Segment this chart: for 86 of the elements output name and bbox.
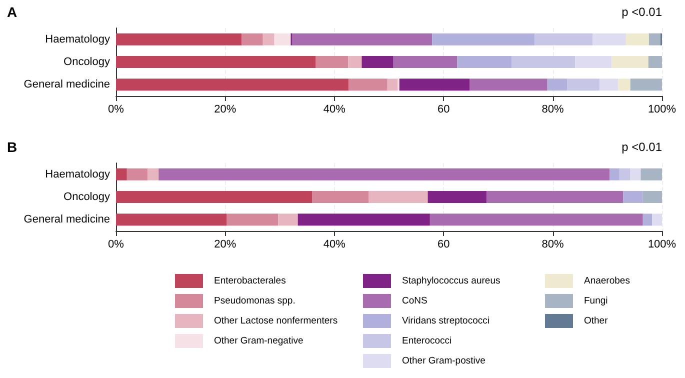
bar xyxy=(432,33,535,46)
bar xyxy=(648,33,660,46)
chart-title: A xyxy=(7,4,18,20)
bar xyxy=(226,214,278,226)
bar xyxy=(242,33,263,46)
bar xyxy=(630,168,641,180)
bar xyxy=(116,191,312,203)
legend-label: Viridans streptococci xyxy=(402,316,490,326)
legend-label: CoNS xyxy=(402,296,428,306)
y-tick-label: Oncology xyxy=(64,191,110,203)
legend-label: Pseudomonas spp. xyxy=(214,296,296,306)
x-tick-label: 80% xyxy=(542,104,564,116)
bar xyxy=(292,33,432,46)
bar xyxy=(642,191,662,203)
bar xyxy=(393,56,458,68)
bar xyxy=(512,56,576,68)
legend-label: Staphylococcus aureus xyxy=(402,276,500,286)
bar xyxy=(298,214,430,226)
bar xyxy=(116,168,127,180)
x-tick-label: 60 xyxy=(437,104,450,116)
y-tick-label: Haematology xyxy=(45,168,110,180)
bar xyxy=(262,33,274,46)
x-tick-label: 40% xyxy=(323,238,346,250)
bar xyxy=(618,78,630,91)
bar xyxy=(534,33,593,46)
legend-label: Enterobacterales xyxy=(214,276,286,286)
bar xyxy=(126,168,148,180)
bar xyxy=(116,56,316,68)
x-tick-label: 40% xyxy=(323,104,346,116)
bar xyxy=(566,78,600,91)
x-tick-label: 0% xyxy=(108,238,124,250)
y-tick-label: Haematology xyxy=(45,33,110,46)
x-tick-label: 20% xyxy=(214,238,236,250)
bar xyxy=(348,56,362,68)
bar xyxy=(430,214,643,226)
text: p <0.01 xyxy=(622,5,662,19)
x-tick-label: 100% xyxy=(648,104,676,116)
bar xyxy=(278,214,298,226)
bar xyxy=(640,168,662,180)
text: p <0.01 xyxy=(622,140,662,154)
bar xyxy=(600,78,618,91)
bar xyxy=(610,168,620,180)
bar xyxy=(116,33,242,46)
bar xyxy=(387,78,398,91)
bar xyxy=(116,214,227,226)
chart-title: B xyxy=(7,139,18,155)
bar xyxy=(623,191,643,203)
bar xyxy=(592,33,626,46)
bar xyxy=(348,78,388,91)
bar xyxy=(457,56,512,68)
legend-label: Other Gram-postive xyxy=(402,356,486,366)
legend-label: Other Lactose nonfermenters xyxy=(214,316,338,326)
bar xyxy=(158,168,610,180)
bar xyxy=(148,168,159,180)
bar xyxy=(642,214,652,226)
bar xyxy=(316,56,348,68)
bar xyxy=(470,78,548,91)
bar xyxy=(619,168,630,180)
bar xyxy=(274,33,291,46)
bar xyxy=(626,33,649,46)
x-tick-label: 80% xyxy=(542,238,564,250)
x-tick-label: 0% xyxy=(108,104,124,116)
x-tick-label: 60 xyxy=(437,238,450,250)
bar xyxy=(362,56,394,68)
legend-label: Fungi xyxy=(584,296,608,306)
legend-label: Enterococci xyxy=(402,336,452,346)
bar xyxy=(368,191,428,203)
x-tick-label: 20% xyxy=(214,104,236,116)
bar xyxy=(652,214,662,226)
bar xyxy=(630,78,662,91)
bar xyxy=(575,56,612,68)
bar xyxy=(547,78,567,91)
legend-label: Anaerobes xyxy=(584,276,630,286)
bar xyxy=(486,191,624,203)
bar xyxy=(428,191,487,203)
y-tick-label: Oncology xyxy=(64,56,110,68)
bar xyxy=(399,78,470,91)
y-tick-label: General medicine xyxy=(24,78,110,91)
bar xyxy=(612,56,648,68)
bar xyxy=(312,191,369,203)
legend-label: Other xyxy=(584,316,608,326)
bar xyxy=(648,56,662,68)
bar xyxy=(116,78,349,91)
legend-label: Other Gram-negative xyxy=(214,336,304,346)
y-tick-label: General medicine xyxy=(24,214,110,226)
x-tick-label: 100% xyxy=(648,238,676,250)
